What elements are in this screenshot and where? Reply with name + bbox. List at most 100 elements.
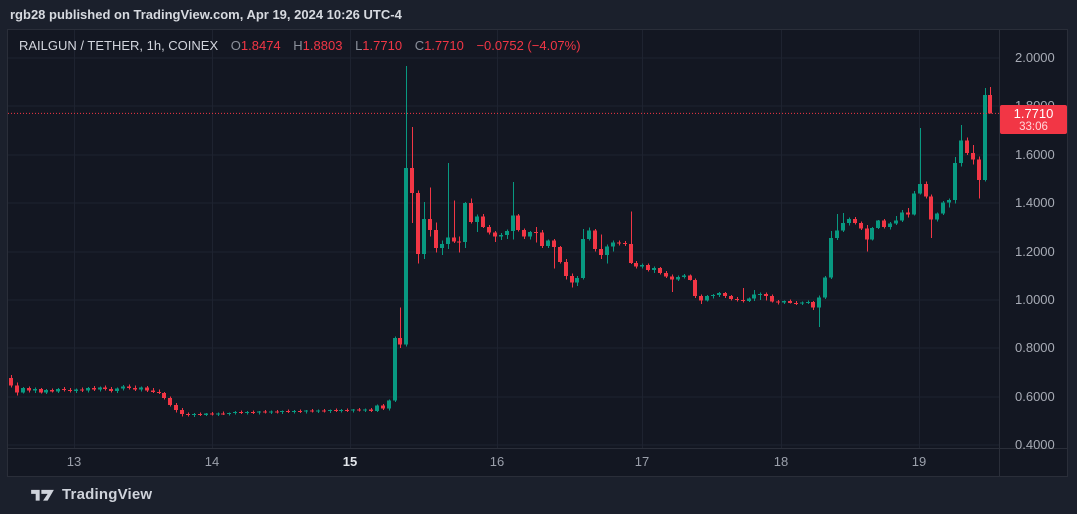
candle-body — [971, 152, 975, 160]
candle-body — [741, 299, 745, 301]
candle-body — [800, 302, 804, 304]
candle-body — [865, 228, 869, 240]
bar-countdown: 33:06 — [1019, 121, 1048, 134]
candle-body — [410, 168, 414, 193]
candle-body — [841, 222, 845, 231]
candle-body — [86, 387, 90, 391]
candle-body — [109, 388, 113, 391]
candle-body — [369, 409, 373, 412]
candle-body — [670, 276, 674, 280]
candle-body — [440, 244, 444, 248]
candle-body — [481, 216, 485, 227]
chart-widget: RAILGUN / TETHER, 1h, COINEX O1.8474 H1.… — [7, 29, 1068, 477]
candle-body — [711, 295, 715, 297]
candle-body — [611, 242, 615, 247]
price-axis[interactable]: 2.00001.80001.60001.40001.20001.00000.80… — [1000, 30, 1067, 452]
ohlc-low: L1.7710 — [355, 38, 403, 53]
price-axis-tick: 0.4000 — [1015, 437, 1055, 452]
candle-body — [446, 237, 450, 245]
candle-body — [959, 140, 963, 163]
candle-body — [664, 272, 668, 277]
tradingview-logo-icon — [31, 489, 54, 501]
price-change: −0.0752 (−4.07%) — [476, 38, 581, 53]
candle-body — [133, 387, 137, 390]
candle-body — [806, 301, 810, 303]
candle-body — [186, 414, 190, 416]
candle-body — [983, 94, 987, 180]
candle-body — [80, 389, 84, 391]
candle-body — [422, 218, 426, 254]
candle-body — [735, 299, 739, 301]
candle-body — [127, 386, 131, 388]
candle-body — [145, 387, 149, 391]
candle-body — [204, 413, 208, 415]
ohlc-high: H1.8803 — [293, 38, 343, 53]
candle-body — [540, 232, 544, 247]
candle-body — [894, 220, 898, 224]
candle-body — [847, 218, 851, 223]
candle-body — [658, 267, 662, 273]
axis-separator-horizontal — [8, 448, 1067, 449]
candle-body — [558, 247, 562, 262]
candle-body — [162, 392, 166, 399]
candle-body — [493, 232, 497, 237]
candle-body — [652, 267, 656, 270]
tradingview-logo[interactable]: TradingView — [30, 486, 152, 503]
candle-body — [575, 278, 579, 283]
candle-body — [947, 200, 951, 203]
candle-body — [363, 409, 367, 411]
candle-body — [416, 192, 420, 254]
candle-body — [581, 238, 585, 279]
candle-body — [794, 302, 798, 304]
candle-body — [44, 389, 48, 393]
candle-body — [304, 410, 308, 412]
candlestick-chart[interactable] — [8, 30, 999, 448]
candle-body — [387, 400, 391, 409]
time-axis-tick: 16 — [489, 454, 505, 469]
candle-body — [988, 94, 992, 114]
axis-separator-vertical — [999, 30, 1000, 476]
price-axis-tick: 1.2000 — [1015, 243, 1055, 259]
candle-body — [723, 293, 727, 297]
time-axis[interactable]: 13 14 15 16 17 18 19 — [8, 449, 999, 476]
candle-body — [546, 240, 550, 247]
last-price-value: 1.7710 — [1013, 106, 1054, 122]
candle-body — [629, 243, 633, 264]
symbol-title: RAILGUN / TETHER, 1h, COINEX — [19, 38, 219, 53]
candle-body — [617, 242, 621, 244]
candle-body — [257, 411, 261, 413]
candle-body — [452, 237, 456, 242]
candle-body — [977, 159, 981, 180]
candle-body — [9, 378, 13, 386]
price-axis-tick: 2.0000 — [1015, 50, 1055, 65]
time-axis-tick: 17 — [634, 454, 650, 469]
candle-body — [328, 410, 332, 412]
candle-body — [251, 411, 255, 413]
candle-body — [216, 413, 220, 415]
price-axis-tick: 0.8000 — [1015, 340, 1055, 356]
candle-body — [115, 388, 119, 391]
candle-body — [552, 240, 556, 248]
candle-body — [505, 231, 509, 236]
candle-body — [906, 212, 910, 215]
candle-body — [522, 230, 526, 237]
candle-body — [593, 230, 597, 250]
symbol-legend: RAILGUN / TETHER, 1h, COINEX O1.8474 H1.… — [19, 38, 581, 54]
candle-body — [511, 215, 515, 232]
candle-body — [924, 183, 928, 197]
candle-body — [151, 390, 155, 392]
candle-body — [198, 414, 202, 416]
time-axis-tick: 15 — [342, 454, 358, 469]
candle-body — [463, 203, 467, 242]
time-axis-tick: 18 — [773, 454, 789, 469]
time-axis-tick: 19 — [911, 454, 927, 469]
time-axis-tick: 13 — [66, 454, 82, 469]
ohlc-open: O1.8474 — [230, 38, 281, 53]
ohlc-close: C1.7710 — [414, 38, 464, 53]
candle-body — [310, 410, 314, 412]
candle-body — [269, 411, 273, 413]
candle-body — [174, 404, 178, 410]
candle-body — [434, 230, 438, 248]
candle-body — [564, 261, 568, 277]
candle-body — [168, 398, 172, 405]
